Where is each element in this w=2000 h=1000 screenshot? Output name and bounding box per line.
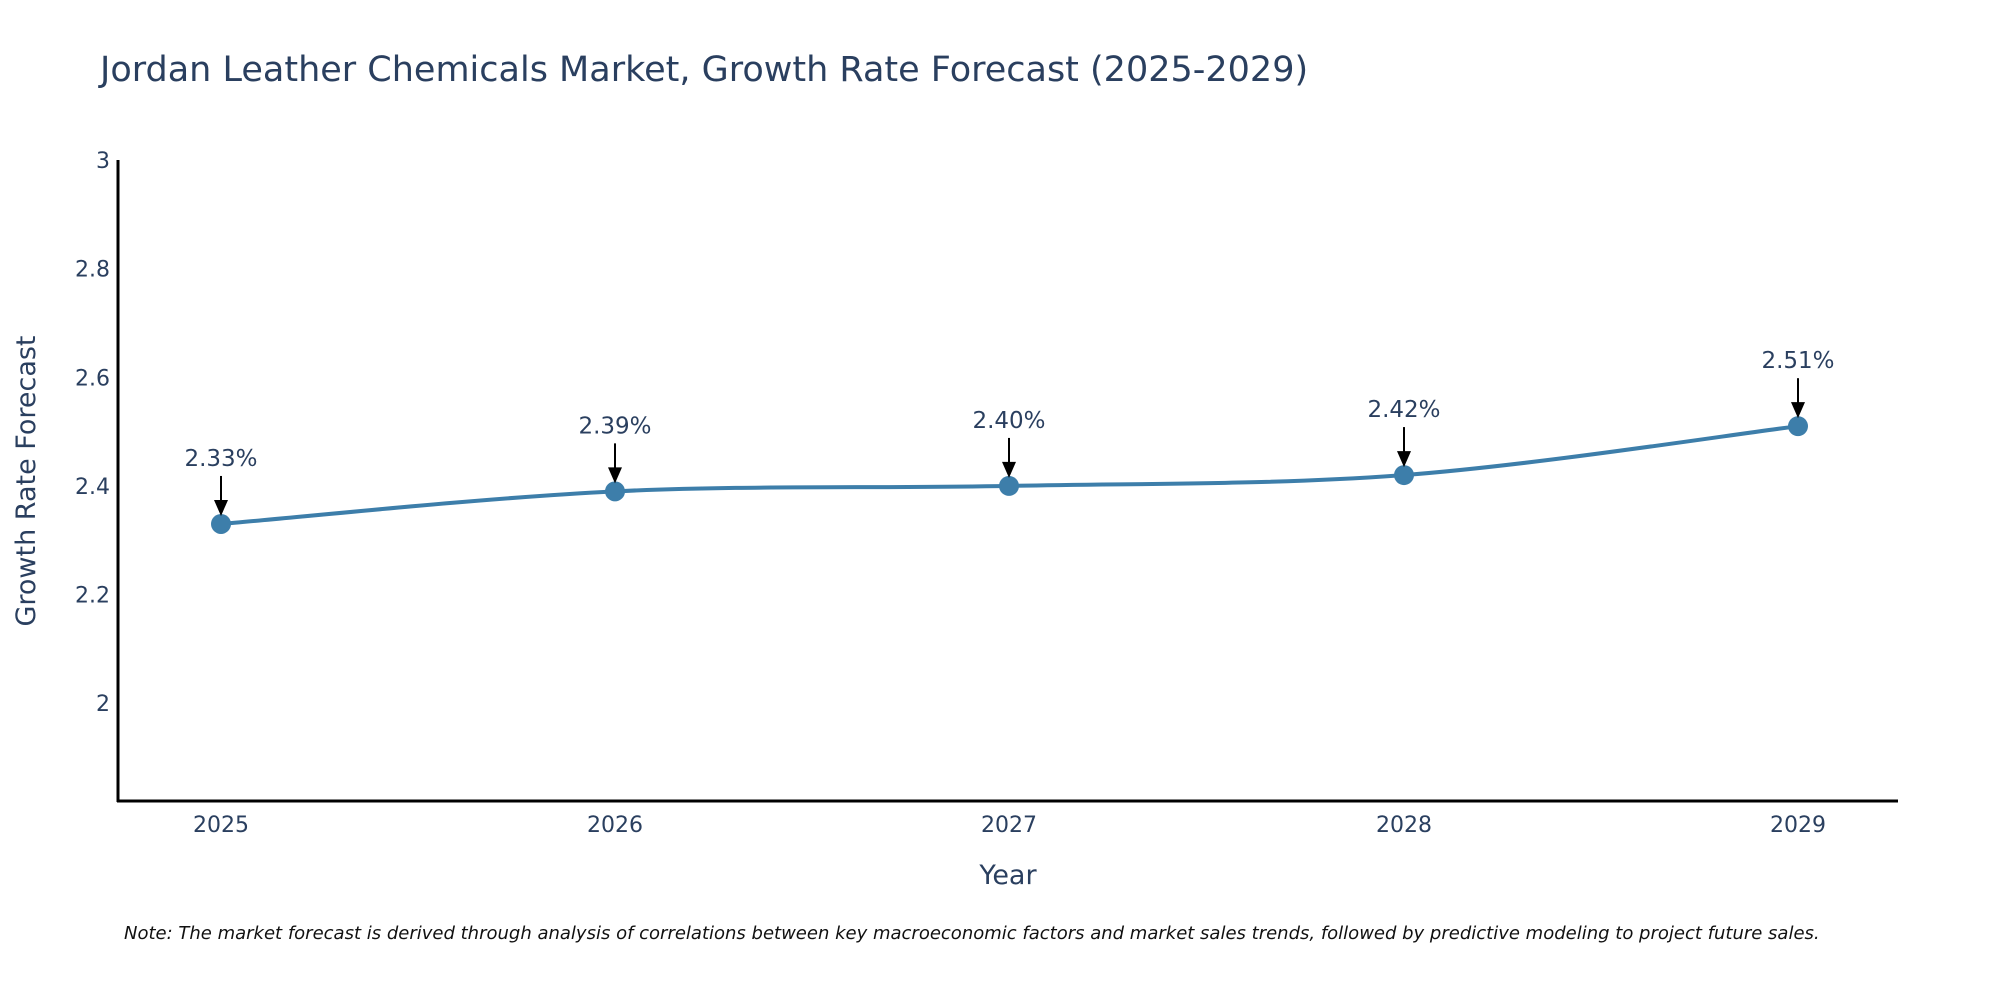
y-axis-ticks: 2 2.2 2.4 2.6 2.8 3	[75, 149, 110, 717]
data-points	[211, 416, 1808, 534]
x-tick-label: 2026	[587, 813, 643, 838]
y-tick-label: 2.4	[75, 475, 110, 500]
data-label: 2.42%	[1367, 397, 1440, 423]
data-label: 2.33%	[184, 446, 257, 472]
data-label: 2.39%	[578, 413, 651, 439]
y-tick-label: 2.6	[75, 366, 110, 391]
data-point	[1394, 465, 1414, 486]
y-tick-label: 2.2	[75, 584, 110, 609]
x-tick-label: 2025	[193, 813, 249, 838]
data-point	[211, 513, 231, 534]
x-axis-title: Year	[978, 860, 1037, 891]
y-tick-label: 2	[96, 692, 110, 717]
annotation-arrowhead	[608, 467, 622, 484]
annotation-arrowhead	[1791, 402, 1805, 419]
data-annotations: 2.33% 2.39% 2.40% 2.42% 2.51%	[184, 348, 1835, 516]
data-point	[999, 475, 1019, 496]
x-axis-ticks: 2025 2026 2027 2028 2029	[193, 813, 1826, 838]
data-point	[1788, 416, 1808, 437]
x-tick-label: 2027	[981, 813, 1037, 838]
data-label: 2.51%	[1761, 348, 1834, 374]
x-tick-label: 2029	[1770, 813, 1826, 838]
chart-title: Jordan Leather Chemicals Market, Growth …	[98, 50, 1308, 90]
y-tick-label: 3	[96, 149, 110, 174]
x-tick-label: 2028	[1376, 813, 1432, 838]
y-axis-title: Growth Rate Forecast	[11, 335, 42, 626]
y-tick-label: 2.8	[75, 258, 110, 283]
annotation-arrowhead	[1397, 451, 1411, 468]
chart-note: Note: The market forecast is derived thr…	[124, 923, 1820, 944]
data-label: 2.40%	[972, 408, 1045, 434]
annotation-arrowhead	[1002, 461, 1016, 478]
annotation-arrowhead	[214, 499, 228, 516]
data-point	[605, 481, 625, 502]
